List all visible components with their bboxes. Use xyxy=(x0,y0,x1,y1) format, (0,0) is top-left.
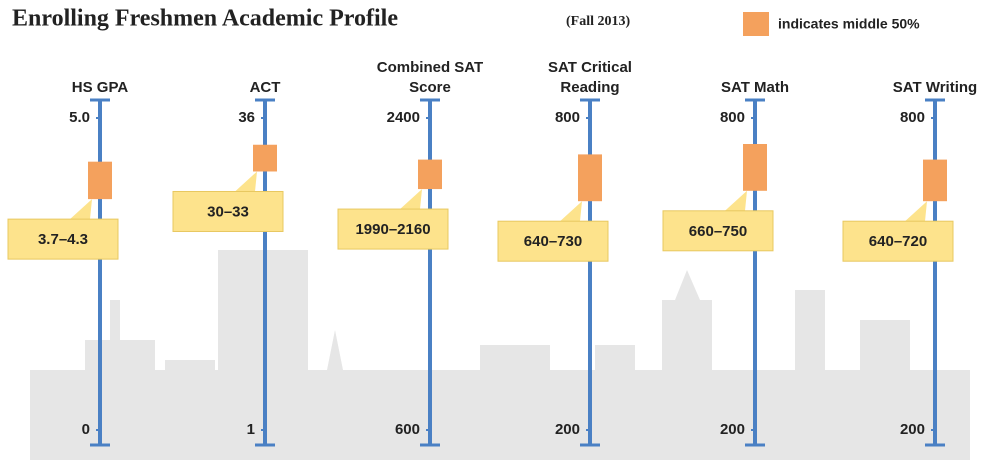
axis-title: HS GPA xyxy=(71,79,129,96)
y-tick-label: 800 xyxy=(555,109,580,126)
range-label: 3.7–4.3 xyxy=(38,231,88,248)
axis-title-box: ACT xyxy=(210,48,320,98)
y-tick-label: 600 xyxy=(395,421,420,438)
axis-title-box: SAT Writing xyxy=(880,48,990,98)
range-label: 640–730 xyxy=(524,233,582,250)
y-tick-label: 5.0 xyxy=(69,109,90,126)
middle-50-box xyxy=(578,154,602,202)
y-tick-label: 800 xyxy=(900,109,925,126)
callout-pointer xyxy=(560,201,582,222)
y-tick-label: 200 xyxy=(720,421,745,438)
range-label-box xyxy=(7,218,119,260)
legend-label: indicates middle 50% xyxy=(778,16,920,32)
axis-title: SAT Writing xyxy=(892,79,978,96)
page-title: Enrolling Freshmen Academic Profile xyxy=(12,6,398,32)
middle-50-box xyxy=(418,159,442,190)
callout-pointer xyxy=(725,190,747,211)
y-tick-label: 0 xyxy=(82,421,90,438)
range-label-box xyxy=(172,190,284,232)
axis-title-box: SAT Critical Reading xyxy=(535,48,645,98)
y-tick-label: 36 xyxy=(238,109,255,126)
callout-pointer xyxy=(235,171,257,192)
axis-title: ACT xyxy=(249,79,281,96)
axis-title: Combined SAT Score xyxy=(376,59,484,96)
legend-swatch xyxy=(743,12,769,36)
axis-title-box: HS GPA xyxy=(45,48,155,98)
range-label-box xyxy=(497,220,609,262)
range-label-box xyxy=(337,208,449,250)
y-tick-label: 2400 xyxy=(387,109,420,126)
axis-title-box: SAT Math xyxy=(700,48,810,98)
range-label: 660–750 xyxy=(689,223,747,240)
callout-pointer xyxy=(70,199,92,220)
range-label: 1990–2160 xyxy=(355,221,430,238)
axis-title-box: Combined SAT Score xyxy=(375,48,485,98)
range-label: 30–33 xyxy=(207,203,249,220)
middle-50-box xyxy=(743,144,767,191)
middle-50-box xyxy=(88,161,112,200)
callout-pointer xyxy=(905,201,927,222)
axis-title: SAT Math xyxy=(720,79,790,96)
range-label-box xyxy=(842,220,954,262)
skyline xyxy=(30,250,970,460)
axis-title: SAT Critical Reading xyxy=(548,59,632,96)
range-label: 640–720 xyxy=(869,233,927,250)
page-subtitle: (Fall 2013) xyxy=(566,14,630,29)
middle-50-box xyxy=(923,159,947,202)
middle-50-box xyxy=(253,144,277,172)
range-label-box xyxy=(662,210,774,252)
y-tick-label: 1 xyxy=(247,421,255,438)
callout-pointer xyxy=(400,189,422,210)
y-tick-label: 200 xyxy=(900,421,925,438)
y-tick-label: 200 xyxy=(555,421,580,438)
y-tick-label: 800 xyxy=(720,109,745,126)
